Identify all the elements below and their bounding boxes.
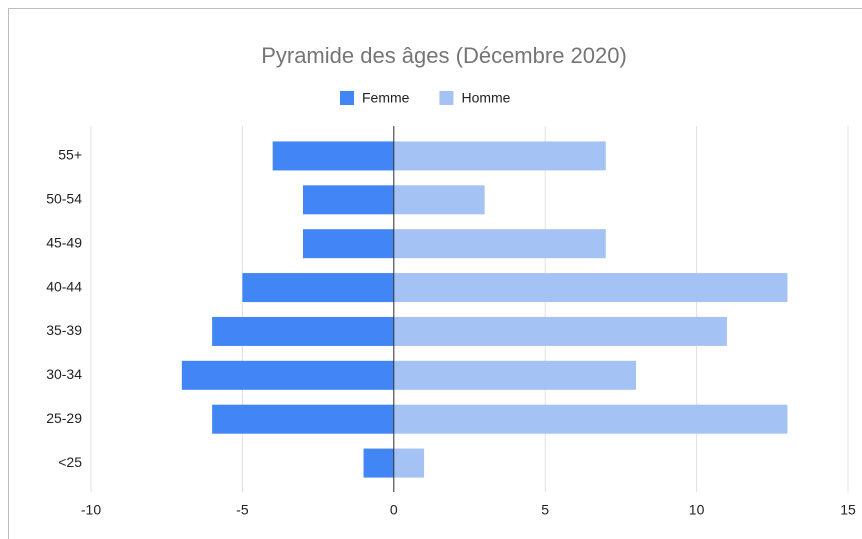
bar (212, 404, 394, 434)
bar (393, 404, 788, 434)
bar (393, 185, 485, 215)
y-tick-label: <25 (58, 454, 82, 470)
bar (212, 316, 394, 346)
bar (393, 229, 606, 259)
bar (302, 229, 394, 259)
x-tick-label: 10 (689, 502, 705, 518)
x-tick-label: -10 (81, 502, 101, 518)
legend-label: Homme (461, 90, 510, 106)
chart-title: Pyramide des âges (Décembre 2020) (261, 43, 627, 68)
y-tick-label: 35-39 (46, 322, 82, 338)
y-tick-label: 40-44 (46, 278, 82, 294)
y-tick-label: 25-29 (46, 410, 82, 426)
x-tick-label: 5 (541, 502, 549, 518)
x-tick-label: 0 (390, 502, 398, 518)
y-tick-label: 55+ (58, 147, 82, 163)
y-tick-label: 45-49 (46, 234, 82, 250)
bar (393, 273, 788, 303)
x-tick-label: 15 (840, 502, 856, 518)
bar (393, 316, 727, 346)
y-tick-label: 30-34 (46, 366, 82, 382)
y-tick-label: 50-54 (46, 191, 82, 207)
bar (302, 185, 394, 215)
legend-swatch (340, 91, 354, 105)
legend-swatch (439, 91, 454, 105)
bar (393, 141, 606, 171)
bar (181, 360, 394, 390)
legend-label: Femme (362, 90, 410, 106)
bar (393, 448, 425, 478)
bar (393, 360, 637, 390)
bar (363, 448, 394, 478)
bar (242, 273, 394, 303)
x-tick-label: -5 (236, 502, 249, 518)
bar (272, 141, 394, 171)
